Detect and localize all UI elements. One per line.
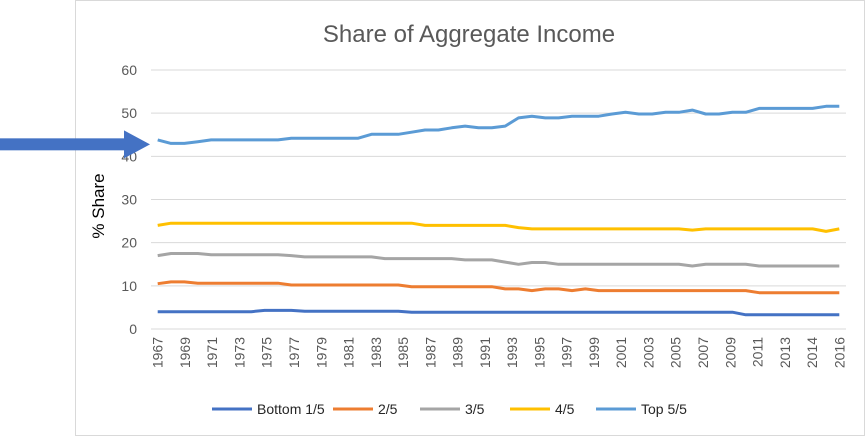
series-line-3	[157, 221, 840, 233]
legend-label: 2/5	[378, 401, 398, 417]
arrow-annotation	[0, 130, 150, 159]
y-tick-label: 0	[129, 321, 137, 337]
x-tick-label: 2009	[722, 337, 738, 368]
x-tick-label: 1973	[231, 337, 247, 368]
y-axis-label: % Share	[89, 173, 108, 238]
x-tick-label: 1987	[422, 337, 438, 368]
x-tick-label: 1991	[477, 337, 493, 368]
x-tick-label: 1993	[504, 337, 520, 368]
arrow-shaft	[0, 138, 128, 151]
x-tick-label: 2011	[750, 337, 766, 367]
legend-label: Top 5/5	[641, 401, 687, 417]
x-tick-label: 1975	[259, 337, 275, 368]
x-tick-label: 2014	[804, 337, 820, 368]
x-tick-label: 1983	[368, 337, 384, 368]
x-tick-label: 2003	[640, 337, 656, 368]
series-line-4	[157, 104, 840, 145]
y-tick-label: 10	[121, 278, 137, 294]
x-tick-label: 1969	[177, 337, 193, 368]
x-tick-label: 2007	[695, 337, 711, 368]
x-tick-label: 1981	[341, 337, 357, 368]
x-tick-label: 2016	[831, 337, 847, 368]
legend: Bottom 1/5 2/5 3/5 4/5 Top 5/5	[212, 401, 687, 417]
x-tick-label: 2013	[777, 337, 793, 368]
x-tick-label: 1979	[313, 337, 329, 368]
arrow-head	[124, 130, 150, 159]
y-tick-label: 60	[121, 62, 137, 78]
y-tick-label: 50	[121, 105, 137, 121]
x-axis-ticks: 1967 1969 1971 1973 1975 1977 1979 1981 1983 1985…	[150, 337, 848, 368]
series-line-0	[157, 308, 840, 317]
series-line-1	[157, 280, 840, 295]
series-lines	[157, 104, 840, 317]
x-tick-label: 1967	[150, 337, 166, 368]
x-tick-label: 1995	[531, 337, 547, 368]
x-tick-label: 2005	[668, 337, 684, 368]
legend-label: Bottom 1/5	[257, 401, 325, 417]
y-tick-label: 20	[121, 235, 137, 251]
x-tick-label: 1997	[559, 337, 575, 368]
y-tick-label: 30	[121, 192, 137, 208]
x-tick-label: 1971	[204, 337, 220, 368]
chart-title: Share of Aggregate Income	[323, 21, 615, 48]
legend-label: 4/5	[555, 401, 575, 417]
chart-area	[75, 0, 865, 436]
series-line-2	[157, 252, 840, 268]
x-tick-label: 1989	[450, 337, 466, 368]
x-tick-label: 2001	[613, 337, 629, 368]
legend-label: 3/5	[465, 401, 485, 417]
x-tick-label: 1977	[286, 337, 302, 368]
x-tick-label: 1999	[586, 337, 602, 368]
x-tick-label: 1985	[395, 337, 411, 368]
